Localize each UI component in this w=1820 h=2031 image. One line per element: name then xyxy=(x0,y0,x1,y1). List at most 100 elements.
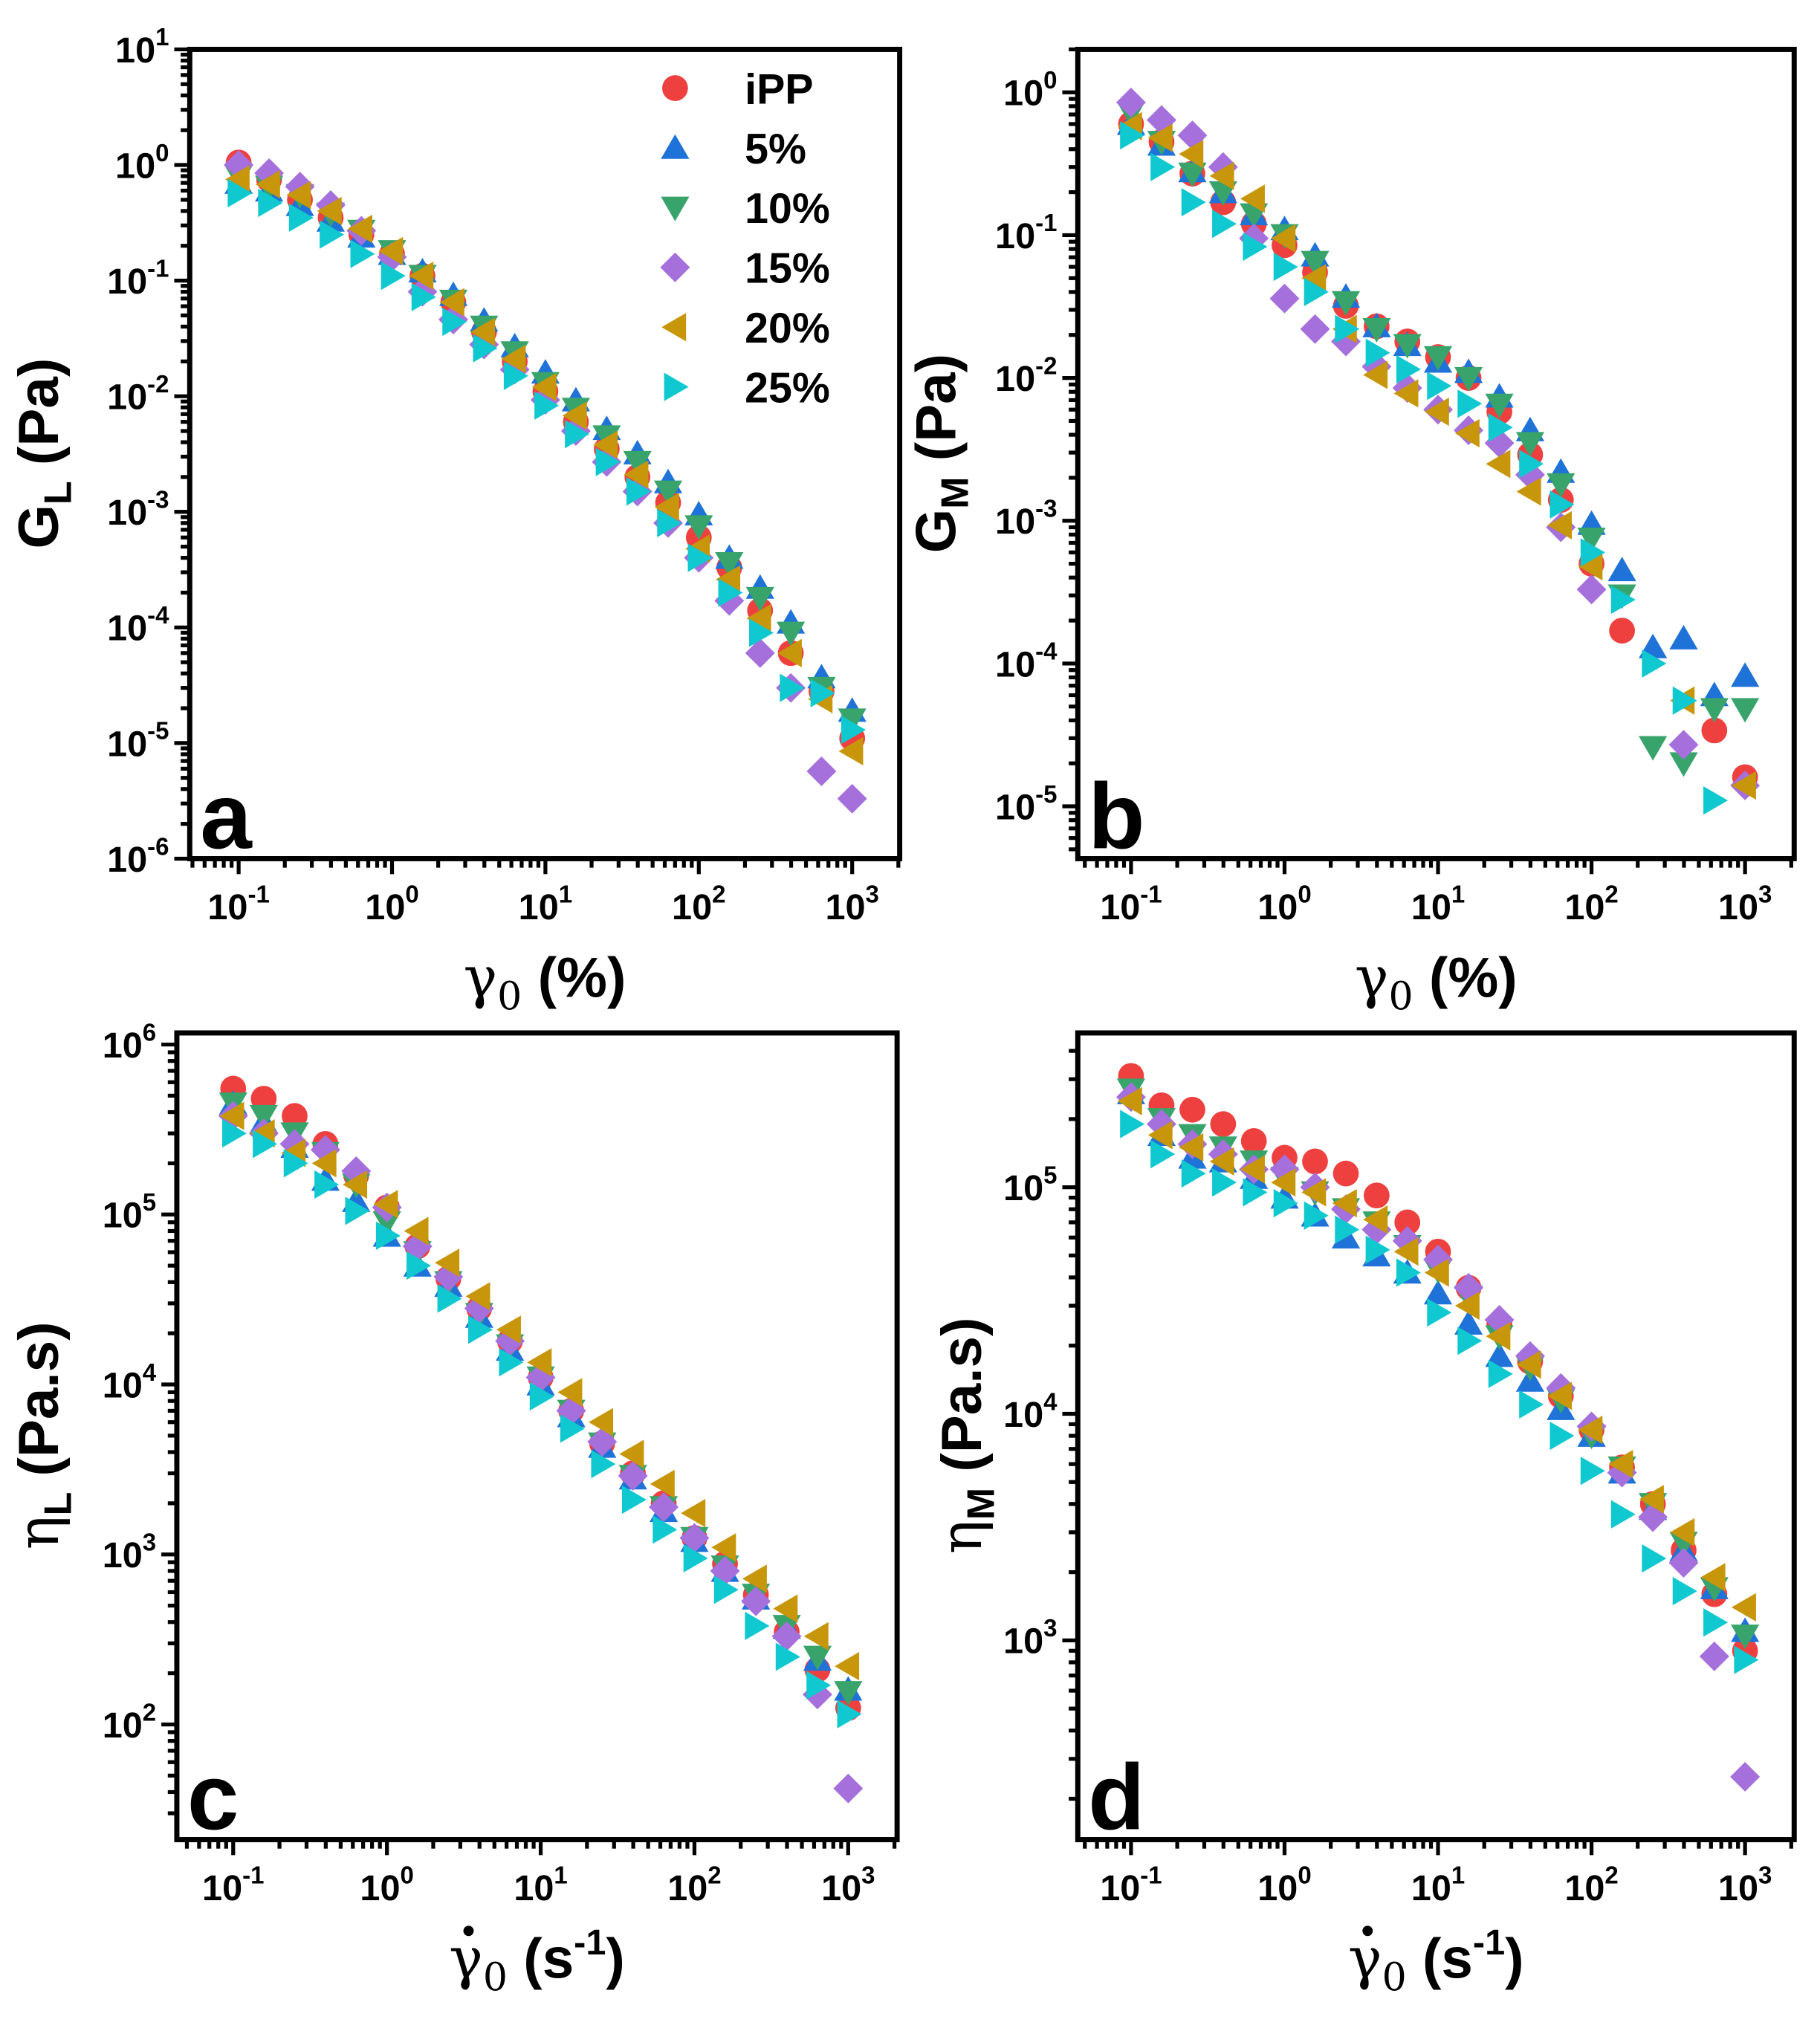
x-tick-exponent: 2 xyxy=(1604,881,1618,908)
ticks xyxy=(161,1042,897,1856)
data-point xyxy=(1304,277,1329,307)
data-point xyxy=(560,1414,585,1443)
data-point xyxy=(1361,1214,1392,1245)
x-axis-dot-accent xyxy=(1362,1925,1373,1937)
data-point xyxy=(343,1170,368,1199)
data-point xyxy=(749,618,774,647)
x-tick-label: 103 xyxy=(1718,881,1772,928)
data-point xyxy=(527,1348,552,1377)
data-point xyxy=(589,1408,614,1436)
data-point xyxy=(282,1103,308,1130)
data-point xyxy=(224,165,250,194)
x-axis-dot-accent xyxy=(463,1925,474,1937)
data-point xyxy=(1147,123,1173,152)
data-point xyxy=(1549,490,1575,519)
plot-frame xyxy=(1075,46,1797,861)
y-axis-subscript: L xyxy=(37,481,80,505)
y-tick-exponent: 5 xyxy=(143,1188,156,1216)
x-tick-exponent: -1 xyxy=(1140,1862,1162,1889)
data-point xyxy=(437,1284,462,1313)
data-point xyxy=(1639,1485,1664,1514)
data-point xyxy=(806,756,837,786)
x-tick-exponent: 0 xyxy=(405,881,418,908)
data-point xyxy=(775,1642,800,1671)
data-point xyxy=(1394,1209,1421,1236)
data-point xyxy=(1427,1298,1452,1327)
data-point xyxy=(618,1460,648,1491)
y-tick-label: 100 xyxy=(1003,66,1057,114)
x-tick-exponent: 1 xyxy=(554,1862,567,1889)
x-tick-exponent: 0 xyxy=(1298,1862,1311,1889)
data-point xyxy=(650,1469,675,1498)
y-axis-subscript: M xyxy=(959,1488,1003,1520)
data-point xyxy=(1424,1258,1449,1287)
series-10pct xyxy=(1116,1078,1760,1650)
data-point xyxy=(1701,717,1728,744)
data-point xyxy=(1179,1133,1204,1162)
data-point xyxy=(806,1671,832,1700)
y-axis-unit: (Pa.s) xyxy=(930,1318,994,1488)
x-tick-exponent: 3 xyxy=(1758,881,1772,908)
data-point xyxy=(711,1533,736,1562)
data-point xyxy=(565,420,590,449)
x-axis-symbol: γ xyxy=(1355,945,1389,1011)
y-tick-exponent: -2 xyxy=(147,370,169,398)
data-point xyxy=(1731,1625,1760,1650)
data-point xyxy=(1609,618,1635,644)
data-point xyxy=(442,307,467,337)
legend-marker xyxy=(661,134,690,159)
plot-frame xyxy=(1075,1030,1797,1842)
y-tick-exponent: 0 xyxy=(155,139,169,166)
y-tick-exponent: -4 xyxy=(1035,638,1058,665)
data-point xyxy=(380,262,406,291)
data-point xyxy=(837,783,867,814)
data-point xyxy=(746,603,771,633)
y-tick-label: 10-5 xyxy=(107,717,169,765)
data-point xyxy=(1669,624,1698,650)
data-point xyxy=(745,586,774,612)
y-tick-exponent: 3 xyxy=(1043,1614,1057,1642)
data-point xyxy=(1578,1415,1603,1445)
data-point xyxy=(1424,397,1449,427)
y-tick-exponent: -2 xyxy=(1035,352,1057,379)
data-point xyxy=(833,1773,864,1804)
data-point xyxy=(1115,87,1146,117)
y-axis-unit: (Pa) xyxy=(904,354,968,477)
x-tick-label: 103 xyxy=(821,1862,875,1909)
data-point xyxy=(464,1293,494,1324)
series-20pct xyxy=(1117,1086,1756,1622)
x-tick-exponent: 0 xyxy=(401,1862,414,1889)
data-point xyxy=(1486,450,1511,479)
y-tick-label: 10-4 xyxy=(995,638,1058,685)
y-tick-exponent: -5 xyxy=(147,717,169,745)
data-point xyxy=(715,552,744,577)
y-axis-unit: (Pa) xyxy=(7,358,71,482)
x-axis-subscript: 0 xyxy=(497,975,522,1020)
data-point xyxy=(404,1217,429,1246)
data-point xyxy=(1271,1168,1296,1197)
data-point xyxy=(624,460,649,489)
data-point xyxy=(838,736,864,765)
data-point xyxy=(837,1700,862,1729)
data-point xyxy=(372,1211,401,1236)
y-tick-label: 103 xyxy=(103,1529,156,1576)
panel-letter: c xyxy=(187,1746,239,1850)
data-point xyxy=(1273,1189,1298,1218)
data-point xyxy=(1269,283,1300,314)
data-point xyxy=(1457,389,1483,418)
data-point xyxy=(649,1492,679,1522)
y-tick-exponent: 0 xyxy=(1043,66,1057,94)
data-point xyxy=(1240,1128,1267,1154)
data-point xyxy=(716,565,741,594)
x-tick-exponent: -1 xyxy=(1140,881,1162,908)
y-axis-symbol: G xyxy=(7,505,71,548)
data-point xyxy=(595,447,621,476)
data-point xyxy=(375,1221,401,1250)
x-tick-label: 103 xyxy=(825,881,878,928)
data-point xyxy=(557,1378,583,1407)
x-axis-title: γ0 (s-1) xyxy=(1348,1923,1524,2001)
y-tick-exponent: -3 xyxy=(1035,495,1057,522)
legend-label: 15% xyxy=(745,245,830,293)
data-point xyxy=(1457,1327,1483,1355)
